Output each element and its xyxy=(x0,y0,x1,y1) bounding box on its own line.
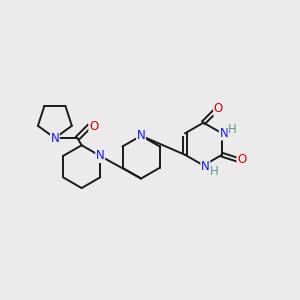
Text: N: N xyxy=(96,149,104,162)
Text: H: H xyxy=(228,123,237,136)
Text: N: N xyxy=(137,129,146,142)
Text: N: N xyxy=(219,127,228,140)
Text: O: O xyxy=(214,103,223,116)
Text: H: H xyxy=(210,165,219,178)
Text: N: N xyxy=(201,160,210,173)
Text: O: O xyxy=(89,120,98,133)
Text: O: O xyxy=(237,153,246,166)
Text: N: N xyxy=(50,132,59,145)
